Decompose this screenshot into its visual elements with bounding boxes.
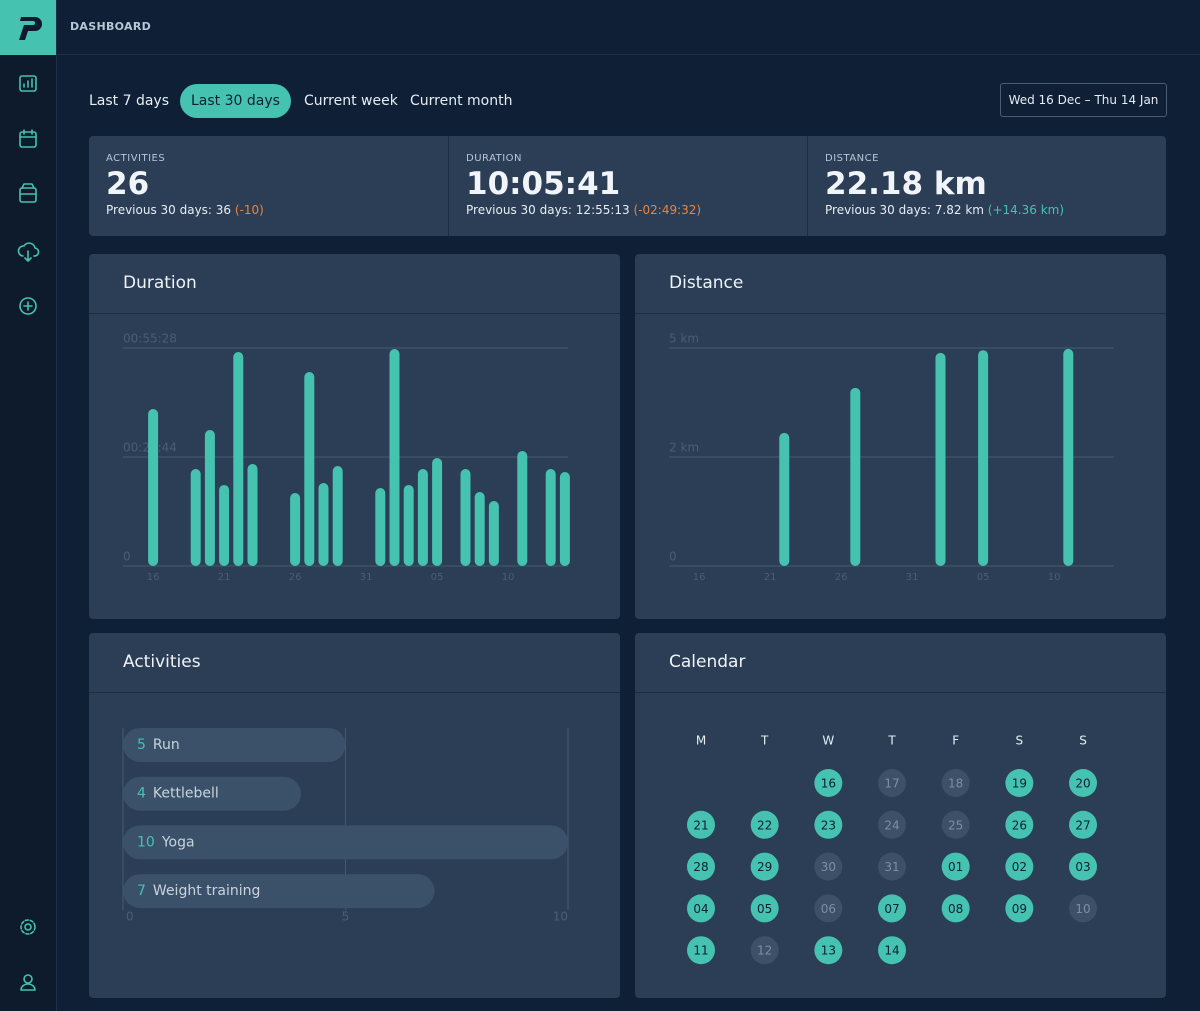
stat-previous: Previous 30 days: 12:55:13 (-02:49:32) <box>466 203 701 217</box>
nav-activities[interactable] <box>20 184 36 202</box>
duration-card: Duration <box>89 254 620 619</box>
nav-profile[interactable] <box>21 975 35 990</box>
nav-icons <box>0 60 56 1010</box>
logo-mark <box>0 0 56 55</box>
stat-label: DISTANCE <box>825 153 879 164</box>
nav-calendar[interactable] <box>20 130 36 147</box>
stat-previous: Previous 30 days: 7.82 km (+14.36 km) <box>825 203 1064 217</box>
stat-previous-text: Previous 30 days: 12:55:13 <box>466 203 630 217</box>
card-title: Activities <box>123 652 201 672</box>
stat-value: 10:05:41 <box>466 166 620 202</box>
stat-previous-text: Previous 30 days: 7.82 km <box>825 203 984 217</box>
stat-previous-text: Previous 30 days: 36 <box>106 203 231 217</box>
stat-delta: (+14.36 km) <box>988 203 1064 217</box>
stat-value: 22.18 km <box>825 166 987 202</box>
card-title: Distance <box>669 273 743 293</box>
page-title: DASHBOARD <box>70 20 151 33</box>
top-bar: DASHBOARD <box>57 0 1200 55</box>
distance-card: Distance <box>635 254 1166 619</box>
date-range[interactable]: Wed 16 Dec – Thu 14 Jan <box>1000 83 1167 117</box>
stat-delta: (-10) <box>235 203 264 217</box>
nav-dashboard[interactable] <box>20 76 36 91</box>
stat-value: 26 <box>106 166 149 202</box>
filter-tab[interactable]: Current month <box>399 84 523 118</box>
card-title: Duration <box>123 273 197 293</box>
stat: ACTIVITIES 26 Previous 30 days: 36 (-10) <box>89 136 447 236</box>
stat-previous: Previous 30 days: 36 (-10) <box>106 203 264 217</box>
stat: DURATION 10:05:41 Previous 30 days: 12:5… <box>448 136 807 236</box>
stat-label: ACTIVITIES <box>106 153 165 164</box>
nav-add[interactable] <box>20 298 36 314</box>
nav-settings[interactable] <box>21 920 35 934</box>
stat-label: DURATION <box>466 153 522 164</box>
stat-delta: (-02:49:32) <box>634 203 702 217</box>
activities-card: Activities <box>89 633 620 998</box>
logo[interactable] <box>0 0 56 55</box>
calendar-card: Calendar <box>635 633 1166 998</box>
sidebar <box>0 0 57 1011</box>
stat: DISTANCE 22.18 km Previous 30 days: 7.82… <box>807 136 1166 236</box>
stats-panel: ACTIVITIES 26 Previous 30 days: 36 (-10)… <box>89 136 1166 236</box>
filter-tab[interactable]: Last 7 days <box>78 84 180 118</box>
filter-tab[interactable]: Current week <box>293 84 409 118</box>
nav-import[interactable] <box>18 243 38 261</box>
filter-tab[interactable]: Last 30 days <box>180 84 291 118</box>
card-title: Calendar <box>669 652 745 672</box>
